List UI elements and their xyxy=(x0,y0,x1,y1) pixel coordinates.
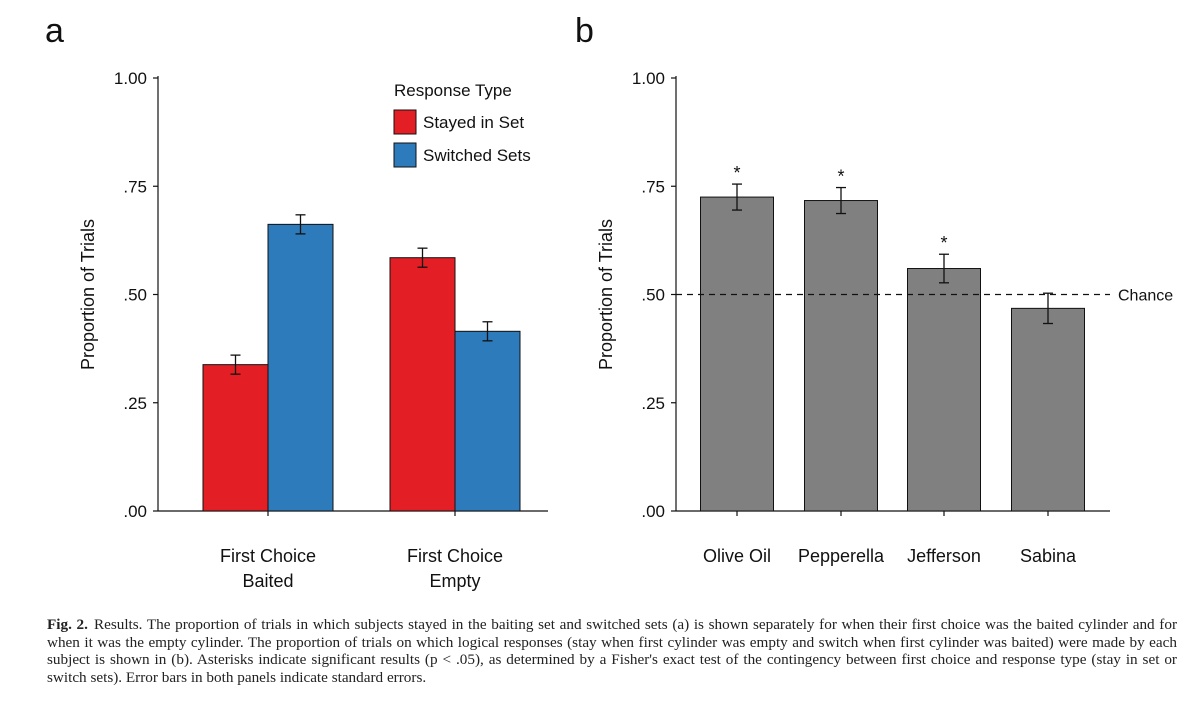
panel-a-category-label: Empty xyxy=(429,571,480,591)
panel-a-category-label: First Choice xyxy=(407,546,503,566)
panel-a-letter: a xyxy=(45,12,64,50)
panel-b-bar xyxy=(907,268,981,512)
panel-b-category-label: Olive Oil xyxy=(703,546,771,566)
legend-label: Switched Sets xyxy=(423,146,531,165)
panel-b-bar xyxy=(700,196,774,512)
panel-a-y-tick-label: .00 xyxy=(123,502,147,521)
panel-a-y-axis-title: Proportion of Trials xyxy=(78,219,98,370)
panel-b-chart: .00 .25 .50 .75 1.00 Proportion of Trials Oliv… xyxy=(596,69,1173,566)
panel-a-y-tick-label: .25 xyxy=(123,394,147,413)
legend-swatch xyxy=(393,142,417,168)
panel-a-y-tick-label: .75 xyxy=(123,177,147,196)
legend-swatch xyxy=(393,109,417,135)
legend-title: Response Type xyxy=(394,81,512,100)
panel-a-chart: .00 .25 .50 .75 1.00 Proportion of Trials Firs… xyxy=(78,69,548,591)
panel-a-bar xyxy=(202,364,269,512)
panel-b-y-tick-label: 1.00 xyxy=(632,69,665,88)
panel-a-y-tick-label: 1.00 xyxy=(114,69,147,88)
panel-b-category-label: Sabina xyxy=(1020,546,1077,566)
caption-label: Fig. 2. xyxy=(47,616,88,633)
panel-a-category-label: First Choice xyxy=(220,546,316,566)
panel-b-y-axis-title: Proportion of Trials xyxy=(596,219,616,370)
panel-a-bar xyxy=(267,223,334,512)
significance-marker: * xyxy=(940,233,947,253)
panel-b-y-tick-label: .50 xyxy=(641,286,665,305)
panel-b-bar xyxy=(804,200,878,512)
panel-a-bar xyxy=(389,257,456,512)
figure: a b .00 .25 .50 .75 1.00 Proportion of Trials… xyxy=(45,12,1173,591)
legend-label: Stayed in Set xyxy=(423,113,524,132)
significance-marker: * xyxy=(733,163,740,183)
panel-b-category-label: Pepperella xyxy=(798,546,885,566)
significance-marker: * xyxy=(837,167,844,187)
chance-line-label: Chance xyxy=(1118,288,1173,305)
panel-a-bar xyxy=(454,330,521,512)
panel-b-y-tick-label: .75 xyxy=(641,177,665,196)
panel-b-y-tick-label: .25 xyxy=(641,394,665,413)
panel-b-category-label: Jefferson xyxy=(907,546,981,566)
panel-a-y-tick-label: .50 xyxy=(123,286,147,305)
panel-b-letter: b xyxy=(575,12,594,50)
figure-caption: Fig. 2. Results. The proportion of trials… xyxy=(47,616,1177,712)
panel-a-category-label: Baited xyxy=(242,571,293,591)
panel-b-y-tick-label: .00 xyxy=(641,502,665,521)
panel-b-bar xyxy=(1011,307,1085,512)
caption-text: Results. The proportion of trials in whi… xyxy=(47,616,1177,686)
